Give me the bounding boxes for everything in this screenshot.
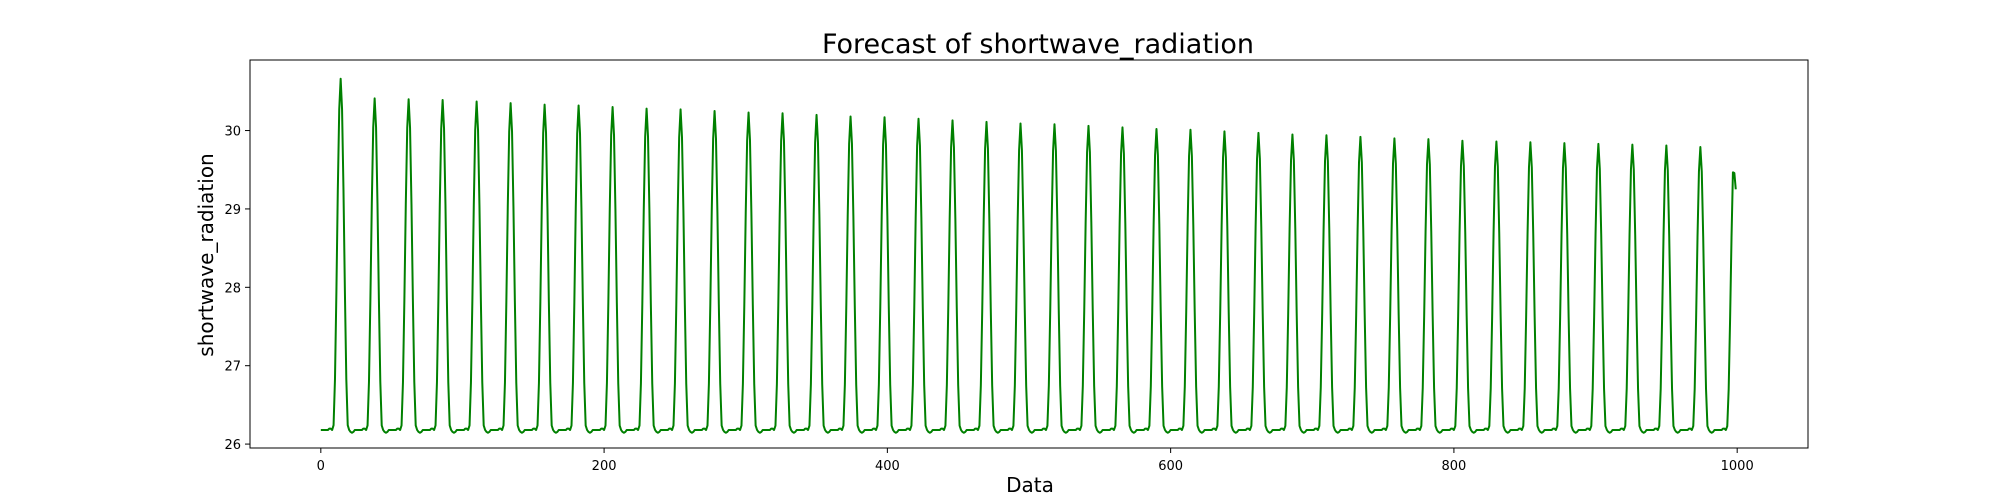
y-tick-label: 26 <box>224 438 241 453</box>
x-tick-label: 800 <box>1441 459 1466 474</box>
x-tick-label: 200 <box>592 459 617 474</box>
chart-title: Forecast of shortwave_radiation <box>822 29 1254 60</box>
y-tick-label: 29 <box>224 203 241 218</box>
x-tick-label: 0 <box>317 459 325 474</box>
y-tick-label: 28 <box>224 281 241 296</box>
y-tick-label: 30 <box>224 125 241 140</box>
y-axis-ticks: 26 27 28 29 30 <box>224 125 250 453</box>
axes-frame <box>249 59 1809 449</box>
y-axis-label: shortwave_radiation <box>194 153 218 356</box>
x-tick-label: 400 <box>875 459 900 474</box>
x-axis-label: Data <box>1006 473 1054 497</box>
x-tick-label: 1000 <box>1721 459 1754 474</box>
x-axis-ticks: 0 200 400 600 800 1000 <box>317 448 1754 474</box>
series-line-0 <box>320 77 1737 434</box>
plot-area <box>320 77 1737 434</box>
y-tick-label: 27 <box>224 360 241 375</box>
x-tick-label: 600 <box>1158 459 1183 474</box>
